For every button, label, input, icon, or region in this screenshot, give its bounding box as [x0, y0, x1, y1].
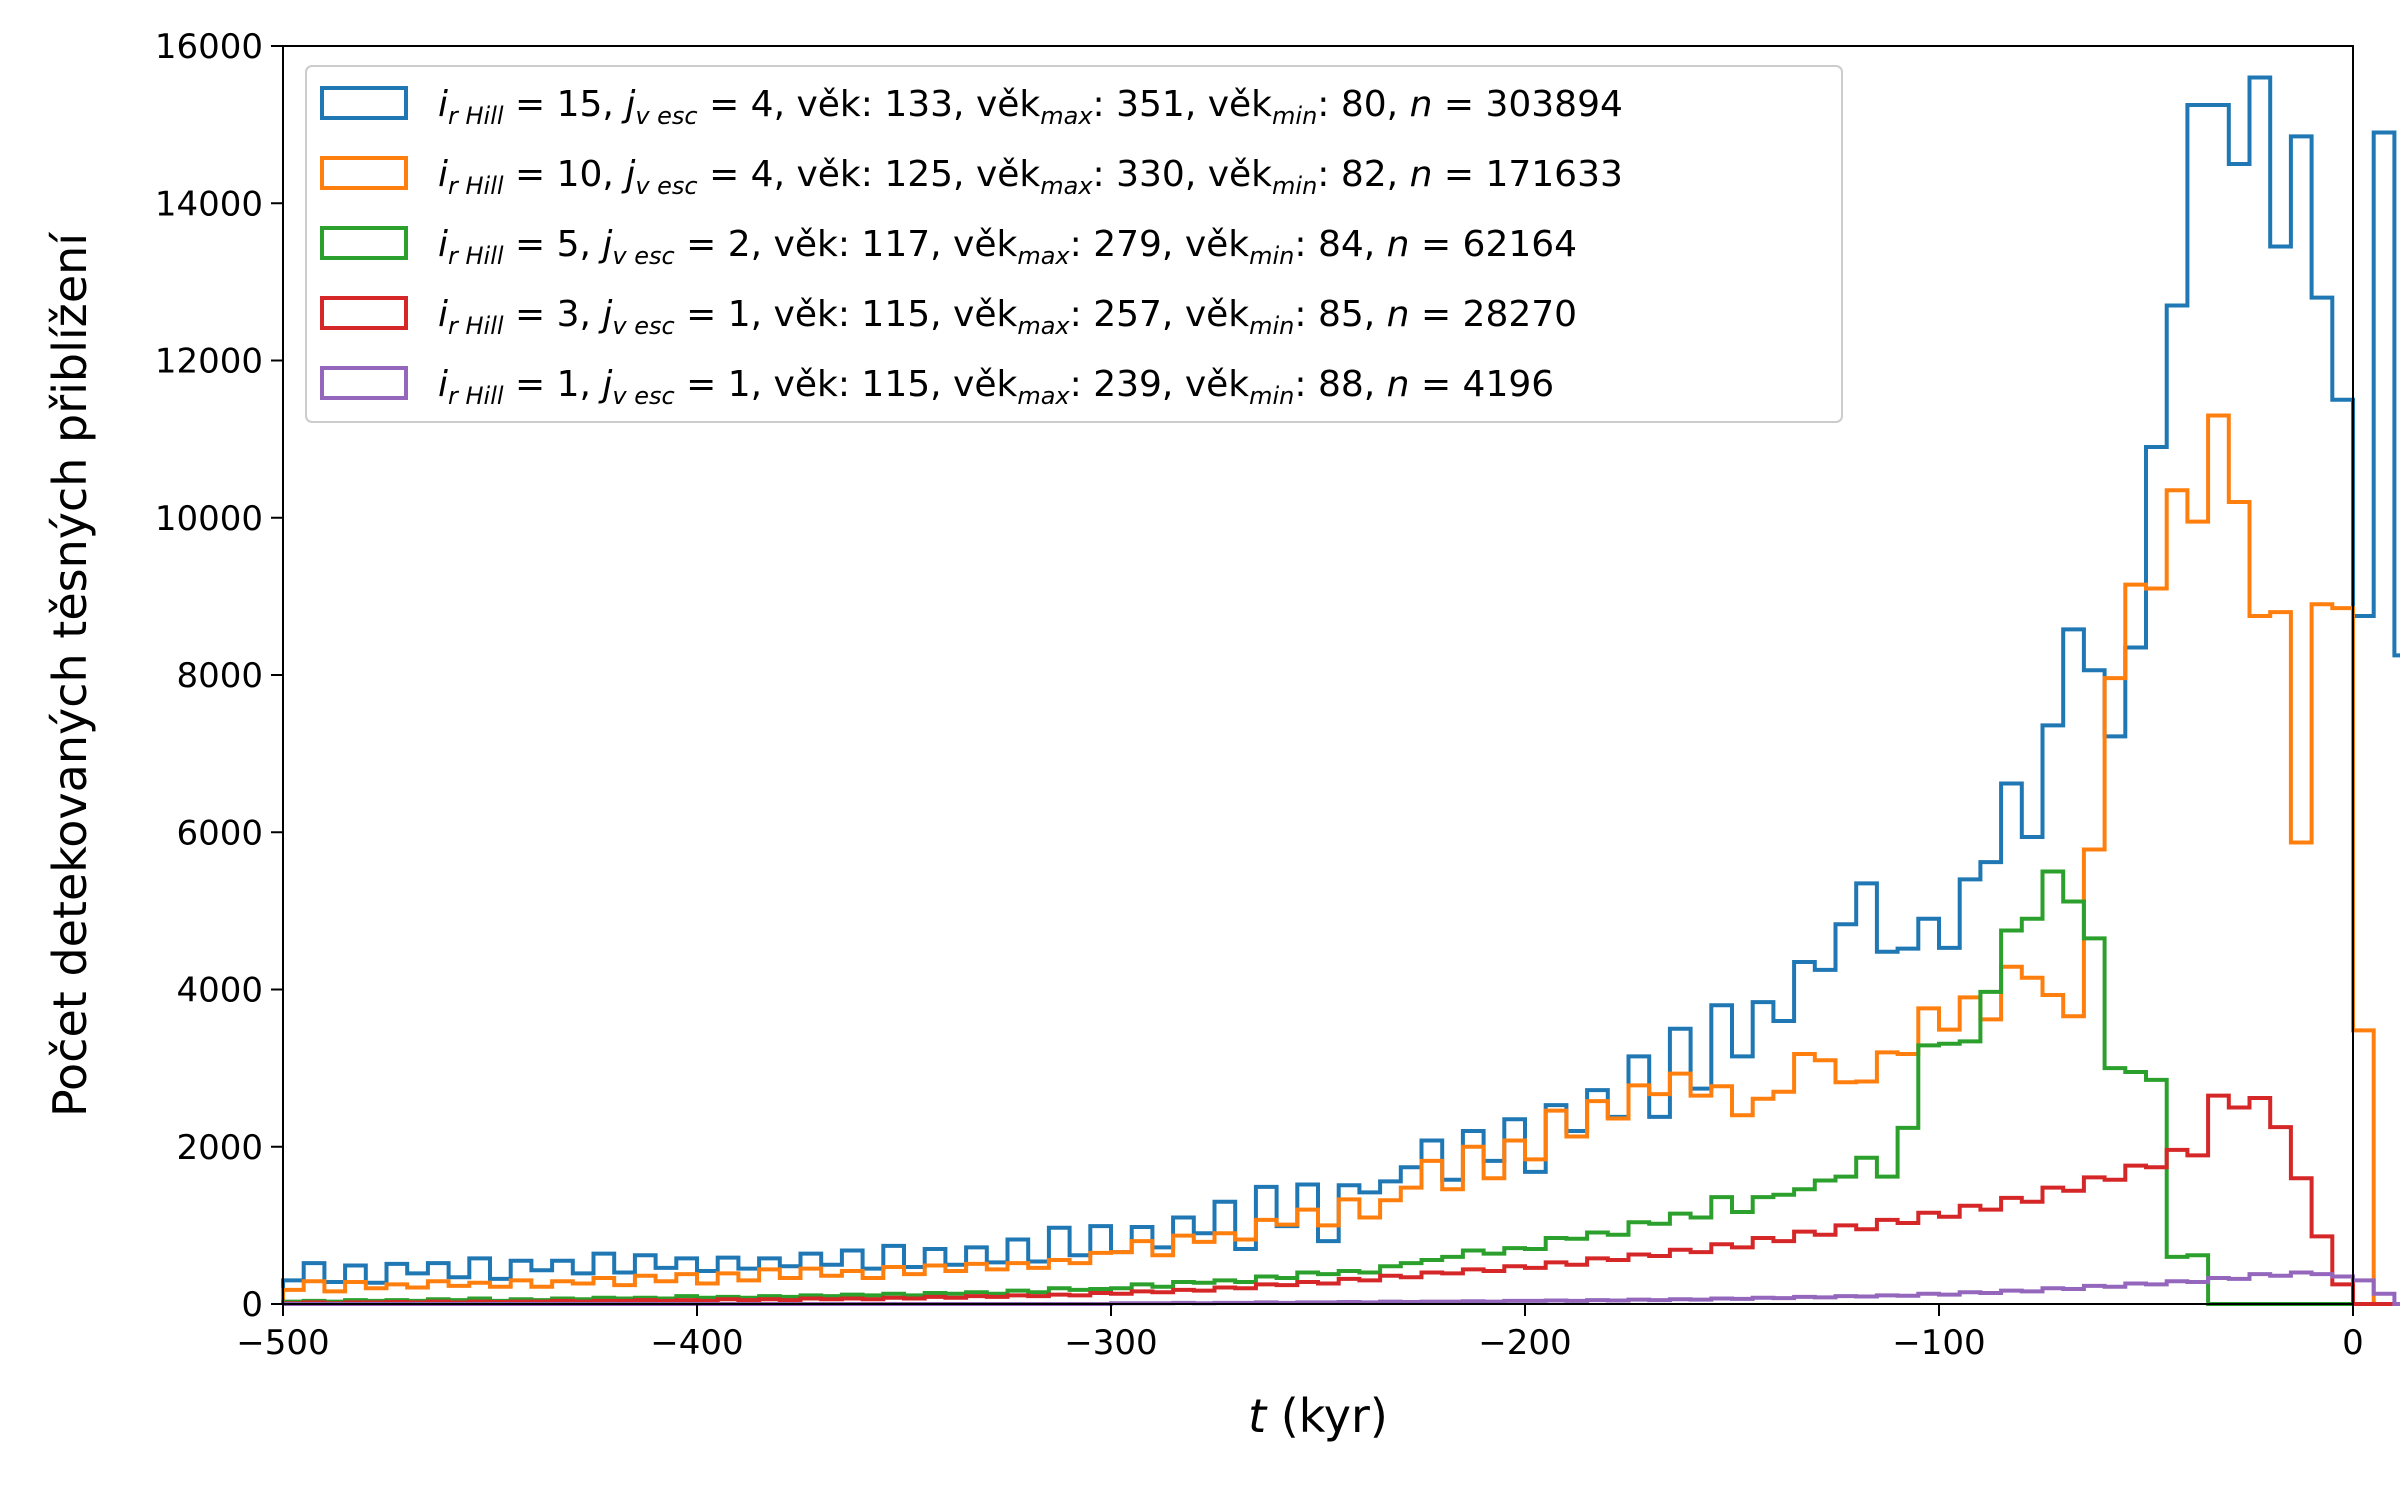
y-tick-label: 10000	[155, 499, 263, 539]
x-tick-label: −300	[1064, 1323, 1157, 1363]
y-tick-label: 6000	[176, 813, 263, 853]
legend-swatch-purple	[320, 366, 408, 400]
legend-label-green: ir Hill = 5, jv esc = 2, věk: 117, věkma…	[438, 224, 1577, 270]
y-tick-label: 8000	[176, 656, 263, 696]
x-tick-label: −500	[236, 1323, 329, 1363]
series-red-step	[281, 1093, 2400, 1306]
legend-label-blue: ir Hill = 15, jv esc = 4, věk: 133, věkm…	[438, 84, 1623, 130]
legend-label-purple: ir Hill = 1, jv esc = 1, věk: 115, věkma…	[438, 364, 1554, 410]
x-axis-unit: (kyr)	[1266, 1389, 1388, 1443]
legend-swatch-orange	[320, 156, 408, 190]
y-tick-label: 16000	[155, 27, 263, 67]
y-axis: 0 2000 4000 6000 8000 10000 12000 14000 16000	[155, 27, 283, 1325]
x-axis-label: t (kyr)	[1248, 1389, 1388, 1443]
y-axis-label: Počet detekovaných těsných přiblížení	[43, 232, 97, 1117]
x-tick-label: 0	[2342, 1323, 2364, 1363]
x-axis-variable: t	[1248, 1389, 1268, 1443]
x-tick-label: −100	[1892, 1323, 1985, 1363]
legend-swatch-green	[320, 226, 408, 260]
y-tick-label: 12000	[155, 342, 263, 382]
y-tick-label: 14000	[155, 184, 263, 224]
x-tick-label: −200	[1478, 1323, 1571, 1363]
legend-label-orange: ir Hill = 10, jv esc = 4, věk: 125, věkm…	[438, 154, 1623, 200]
legend-frame	[305, 65, 1843, 423]
legend-swatch-red	[320, 296, 408, 330]
legend-label-red: ir Hill = 3, jv esc = 1, věk: 115, věkma…	[438, 294, 1577, 340]
legend-swatch-blue	[320, 86, 408, 120]
x-axis: −500 −400 −300 −200 −100 0	[236, 1304, 2364, 1363]
y-tick-label: 0	[241, 1285, 263, 1325]
y-tick-label: 2000	[176, 1128, 263, 1168]
series-orange-step	[281, 413, 2400, 1306]
x-tick-label: −400	[650, 1323, 743, 1363]
legend: ir Hill = 15, jv esc = 4, věk: 133, věkm…	[305, 65, 1843, 423]
y-tick-label: 4000	[176, 971, 263, 1011]
